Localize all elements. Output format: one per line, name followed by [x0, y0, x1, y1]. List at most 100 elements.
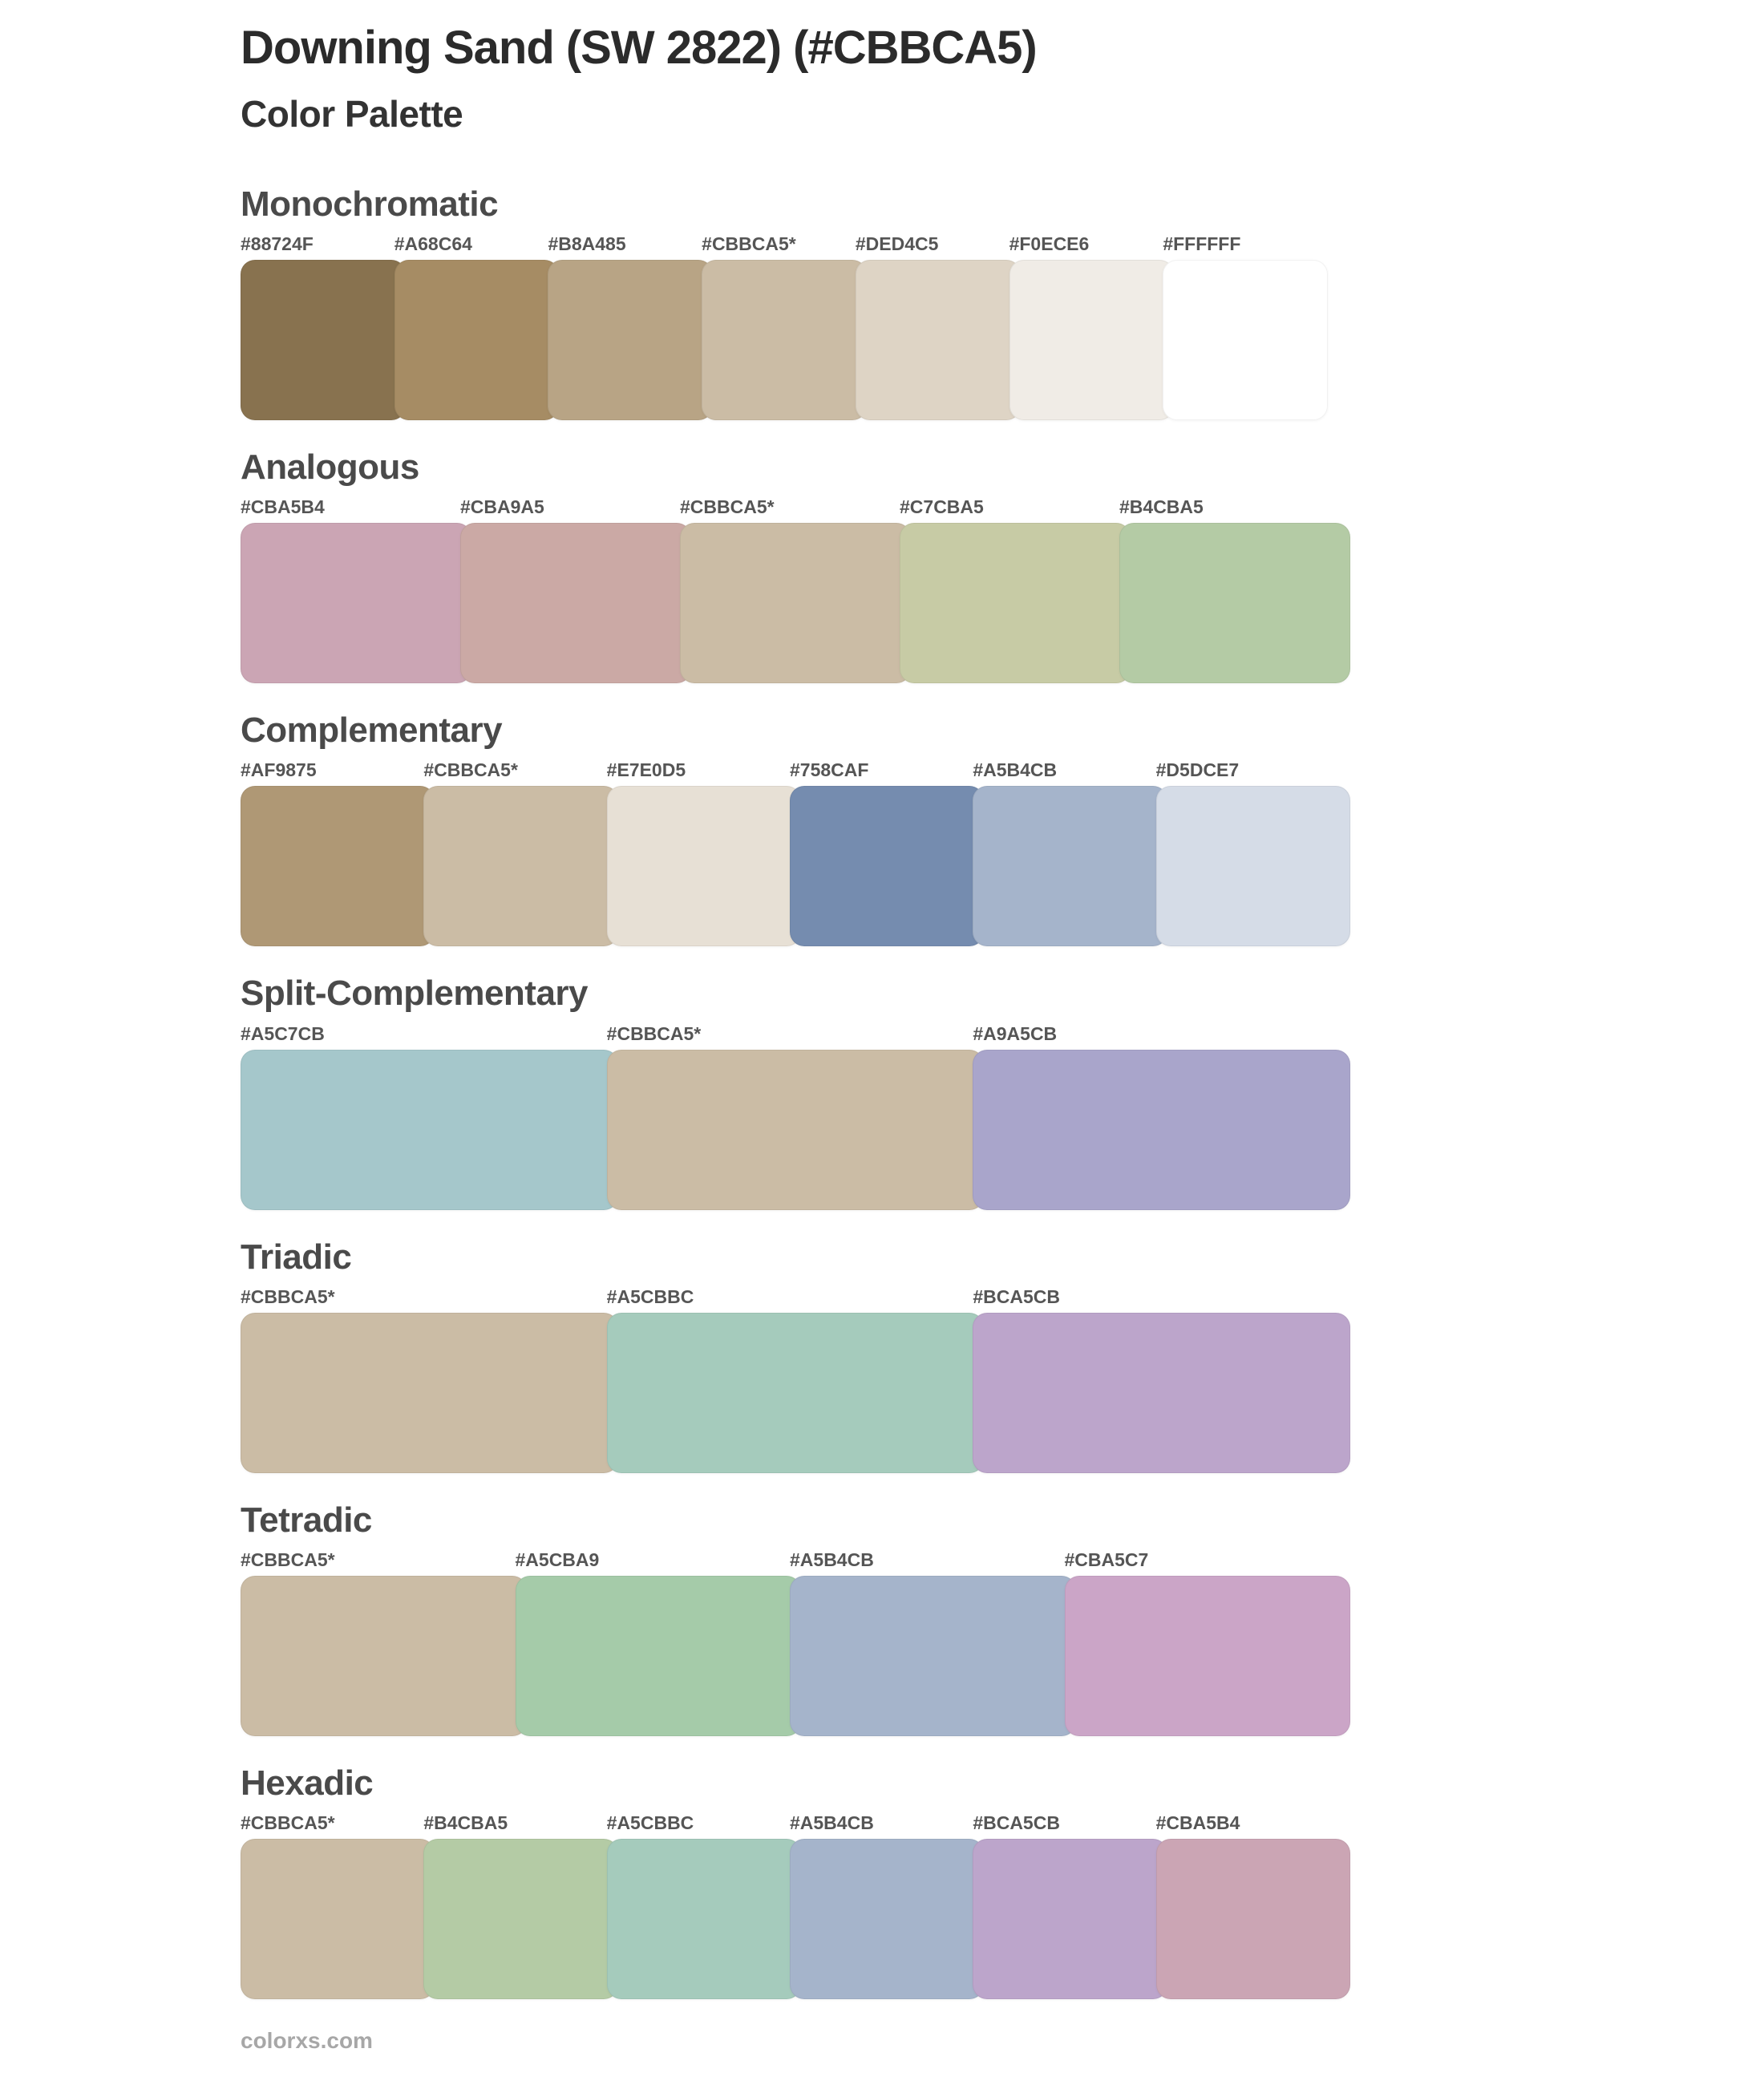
swatch-labels: #CBBCA5* #B4CBA5 #A5CBBC #A5B4CB #BCA5CB #CBA… [241, 1812, 1350, 1834]
swatch-hex-label: #A68C64 [394, 233, 472, 254]
swatch-labels: #AF9875 #CBBCA5* #E7E0D5 #758CAF #A5B4CB #D5D… [241, 759, 1350, 781]
section-heading: Complementary [241, 711, 503, 751]
color-swatch[interactable] [241, 786, 435, 947]
swatch-hex-label: #DED4C5 [855, 233, 939, 254]
color-swatch[interactable] [423, 1839, 618, 2000]
color-swatch[interactable] [1163, 259, 1329, 420]
swatch-hex-label: #A5B4CB [973, 759, 1058, 781]
swatch-row [241, 523, 1350, 684]
color-swatch[interactable] [790, 1576, 1076, 1737]
color-swatch[interactable] [394, 259, 560, 420]
color-swatch[interactable] [973, 1049, 1351, 1210]
color-swatch[interactable] [423, 786, 618, 947]
swatch-hex-label: #AF9875 [241, 759, 317, 781]
color-swatch[interactable] [548, 259, 714, 420]
palette-section: Monochromatic #88724F #A68C64 #B8A485 #CBBC… [241, 184, 1764, 420]
color-swatch[interactable] [680, 523, 911, 684]
swatch-hex-label: #A5B4CB [790, 1549, 874, 1571]
color-swatch[interactable] [973, 1312, 1351, 1473]
swatch-hex-label: #FFFFFF [1163, 233, 1241, 254]
footer-watermark: colorxs.com [241, 2028, 373, 2054]
section-heading: Hexadic [241, 1763, 374, 1804]
color-swatch[interactable] [702, 259, 867, 420]
palette-section: Triadic #CBBCA5* #A5CBBC #BCA5CB [241, 1237, 1764, 1473]
palette-section: Hexadic #CBBCA5* #B4CBA5 #A5CBBC #A5B4CB #BC… [241, 1763, 1764, 2000]
color-swatch[interactable] [1009, 259, 1175, 420]
swatch-row [241, 786, 1350, 947]
color-swatch[interactable] [606, 786, 801, 947]
swatch-hex-label: #B4CBA5 [423, 1812, 508, 1834]
color-swatch[interactable] [1119, 523, 1350, 684]
section-heading: Tetradic [241, 1500, 372, 1540]
swatch-hex-label: #CBBCA5* [241, 1285, 335, 1307]
swatch-hex-label: #758CAF [789, 759, 869, 781]
page-title: Downing Sand (SW 2822) (#CBBCA5) [241, 22, 1038, 74]
section-heading: Monochromatic [241, 184, 499, 224]
swatch-hex-label: #A5B4CB [789, 1812, 874, 1834]
swatch-hex-label: #B8A485 [548, 233, 626, 254]
swatch-hex-label: #CBBCA5* [680, 496, 775, 518]
color-swatch[interactable] [606, 1049, 985, 1210]
swatch-row [241, 1312, 1351, 1473]
color-swatch[interactable] [973, 1839, 1167, 2000]
palette-section: Split-Complementary #A5C7CB #CBBCA5* #A9A5… [241, 974, 1764, 1210]
swatch-labels: #CBA5B4 #CBA9A5 #CBBCA5* #C7CBA5 #B4CBA5 [241, 496, 1350, 518]
swatch-row [241, 1839, 1350, 2000]
palette-section: Complementary #AF9875 #CBBCA5* #E7E0D5 #758… [241, 711, 1764, 947]
swatch-hex-label: #B4CBA5 [1119, 496, 1204, 518]
color-swatch[interactable] [1155, 1839, 1350, 2000]
section-heading: Analogous [241, 447, 419, 487]
section-heading: Split-Complementary [241, 974, 589, 1014]
swatch-hex-label: #CBA5B4 [1155, 1812, 1240, 1834]
swatch-labels: #A5C7CB #CBBCA5* #A9A5CB [241, 1023, 1350, 1045]
swatch-hex-label: #A5CBBC [606, 1285, 694, 1307]
swatch-hex-label: #E7E0D5 [606, 759, 686, 781]
swatch-hex-label: #A5CBA9 [515, 1549, 600, 1571]
swatch-hex-label: #A5CBBC [606, 1812, 694, 1834]
swatch-hex-label: #F0ECE6 [1009, 233, 1090, 254]
color-swatch[interactable] [1155, 786, 1350, 947]
swatch-hex-label: #CBBCA5* [241, 1549, 335, 1571]
page-subtitle: Color Palette [241, 92, 463, 135]
palette-section: Analogous #CBA5B4 #CBA9A5 #CBBCA5* #C7CBA5 #… [241, 447, 1764, 684]
swatch-hex-label: #CBA5B4 [241, 496, 325, 518]
swatch-hex-label: #CBBCA5* [702, 233, 796, 254]
palette-sections: Monochromatic #88724F #A68C64 #B8A485 #CBBC… [241, 184, 1764, 2000]
swatch-hex-label: #CBBCA5* [423, 759, 518, 781]
color-swatch[interactable] [855, 259, 1021, 420]
color-swatch[interactable] [241, 1049, 618, 1210]
swatch-labels: #CBBCA5* #A5CBA9 #A5B4CB #CBA5C7 [241, 1549, 1350, 1571]
swatch-hex-label: #CBBCA5* [241, 1812, 335, 1834]
swatch-row [241, 259, 1329, 420]
color-swatch[interactable] [789, 1839, 985, 2000]
palette-section: Tetradic #CBBCA5* #A5CBA9 #A5B4CB #CBA5C7 [241, 1500, 1764, 1737]
swatch-hex-label: #A5C7CB [241, 1022, 325, 1044]
swatch-row [241, 1576, 1350, 1737]
color-swatch[interactable] [606, 1839, 801, 2000]
color-swatch[interactable] [241, 523, 471, 684]
swatch-hex-label: #C7CBA5 [900, 496, 984, 518]
swatch-hex-label: #BCA5CB [973, 1812, 1060, 1834]
swatch-hex-label: #BCA5CB [973, 1285, 1060, 1307]
color-swatch[interactable] [515, 1576, 801, 1737]
swatch-hex-label: #88724F [241, 233, 314, 254]
section-heading: Triadic [241, 1237, 352, 1277]
swatch-row [241, 1049, 1351, 1210]
color-swatch[interactable] [606, 1312, 985, 1473]
swatch-hex-label: #CBBCA5* [606, 1022, 702, 1044]
color-swatch[interactable] [789, 786, 985, 947]
swatch-hex-label: #D5DCE7 [1155, 759, 1240, 781]
color-swatch[interactable] [973, 786, 1167, 947]
color-swatch[interactable] [900, 523, 1131, 684]
swatch-hex-label: #A9A5CB [973, 1022, 1058, 1044]
color-swatch[interactable] [1064, 1576, 1350, 1737]
color-swatch[interactable] [241, 1839, 435, 2000]
color-swatch[interactable] [241, 1576, 527, 1737]
color-swatch[interactable] [241, 259, 406, 420]
color-swatch[interactable] [460, 523, 691, 684]
swatch-hex-label: #CBA9A5 [460, 496, 544, 518]
swatch-labels: #88724F #A68C64 #B8A485 #CBBCA5* #DED4C5 #F0E… [241, 233, 1328, 255]
swatch-labels: #CBBCA5* #A5CBBC #BCA5CB [241, 1286, 1350, 1308]
color-swatch[interactable] [241, 1312, 618, 1473]
